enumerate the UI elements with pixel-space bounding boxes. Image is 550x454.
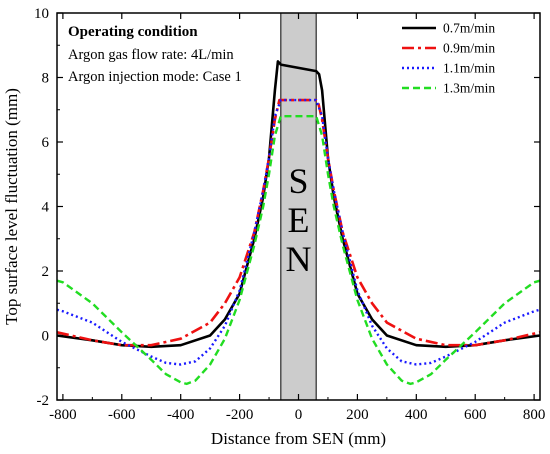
y-tick-label: 4 (42, 200, 50, 216)
y-tick-label: 0 (42, 329, 50, 345)
x-tick-label: 400 (405, 407, 428, 423)
legend-label-0-9m-min: 0.9m/min (443, 41, 495, 56)
annotation-line-injection-mode: Argon injection mode: Case 1 (68, 69, 242, 85)
y-axis-title: Top surface level fluctuation (mm) (2, 88, 21, 325)
legend-label-0-7m-min: 0.7m/min (443, 21, 495, 36)
series-lines (56, 60, 541, 386)
series-line-0-9m-min (56, 98, 541, 347)
sen-rectangle (280, 12, 317, 401)
x-tick-label: -200 (226, 407, 254, 423)
annotation-line-gas-flow: Argon gas flow rate: 4L/min (68, 47, 234, 63)
sen-region: SEN (280, 12, 317, 401)
y-tick-label: 2 (42, 264, 50, 280)
y-tick-label: -2 (37, 393, 50, 409)
x-tick-label: 0 (295, 407, 303, 423)
y-tick-label: 10 (34, 6, 49, 22)
series-line-0-7m-min (56, 60, 541, 349)
x-tick-label: -800 (49, 407, 77, 423)
x-tick-label: -400 (167, 407, 195, 423)
axis-ticks: -800 -600 -400 -200 0 200 400 600 800 -2 0 2 4 6 8 10 (34, 6, 545, 423)
annotation-title: Operating condition (68, 24, 198, 40)
x-tick-label: 200 (346, 407, 369, 423)
legend-label-1-1m-min: 1.1m/min (443, 61, 495, 76)
sen-letter-n: N (286, 239, 312, 279)
sen-letter-e: E (288, 200, 310, 240)
legend: 0.7m/min 0.9m/min 1.1m/min 1.3m/min (402, 21, 495, 96)
legend-label-1-3m-min: 1.3m/min (443, 81, 495, 96)
series-line-1-3m-min (56, 114, 541, 386)
sen-letter-s: S (288, 161, 308, 201)
x-tick-label: -600 (108, 407, 136, 423)
y-tick-label: 6 (42, 135, 50, 151)
x-axis-title: Distance from SEN (mm) (211, 429, 386, 448)
x-tick-label: 600 (464, 407, 487, 423)
y-tick-label: 8 (42, 71, 50, 87)
x-tick-label: 800 (523, 407, 546, 423)
